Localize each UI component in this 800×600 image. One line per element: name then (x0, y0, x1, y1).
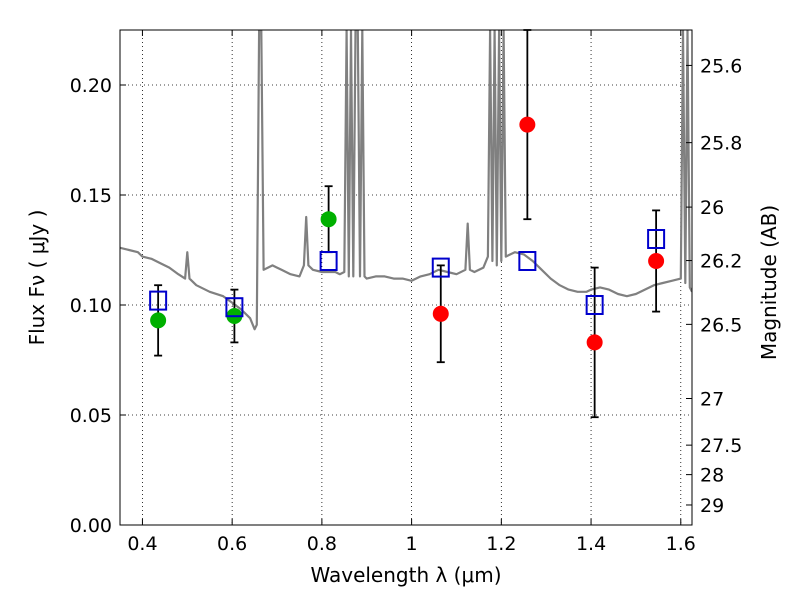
y2-tick-label: 25.6 (700, 55, 742, 77)
spectrum-layer (120, 30, 692, 331)
plot-frame (119, 29, 693, 526)
x-tick-label: 1 (406, 533, 418, 555)
ticks-layer: 0.4 0.6 0.8 1 1.2 1.4 1.6 0.00 0.05 0.10 0.15 0.20 2… (70, 30, 742, 555)
y-tick-label: 0.10 (70, 295, 112, 317)
y2-axis-label: Magnitude (AB) (757, 205, 781, 360)
y2-tick-label: 28 (700, 465, 724, 487)
red-data-point (519, 116, 536, 133)
y-tick-label: 0.05 (70, 405, 112, 427)
x-tick-label: 1.4 (576, 533, 606, 555)
red-data-point (648, 253, 665, 269)
model-square-point (518, 251, 537, 271)
y2-tick-label: 26.2 (700, 251, 742, 273)
model-square-point (225, 297, 244, 318)
model-square-point (585, 295, 604, 315)
y-tick-label: 0.20 (70, 75, 112, 97)
y-tick-label: 0.00 (70, 515, 112, 537)
model-square-point (149, 290, 168, 311)
green-data-point (320, 211, 337, 228)
spectrum-line (120, 30, 692, 331)
y2-tick-label: 27 (700, 389, 724, 411)
y2-tick-label: 27.5 (700, 435, 742, 457)
green-data-point (150, 312, 167, 329)
model-square-point (647, 229, 666, 249)
y2-tick-label: 26 (700, 197, 724, 219)
x-tick-label: 1.2 (486, 533, 516, 555)
y2-tick-label: 26.5 (700, 314, 742, 336)
x-tick-label: 1.6 (666, 533, 696, 555)
marks-layer (149, 29, 666, 419)
red-data-point (432, 305, 449, 322)
x-tick-label: 0.6 (217, 533, 247, 555)
y-axis-label: Flux Fν ( μJy ) (25, 210, 49, 346)
red-data-point (586, 334, 603, 351)
y2-tick-label: 25.8 (700, 133, 742, 155)
x-tick-label: 0.4 (127, 533, 157, 555)
x-axis-label: Wavelength λ (μm) (310, 563, 501, 587)
y2-tick-label: 29 (700, 495, 724, 517)
grid (120, 30, 692, 525)
y-tick-label: 0.15 (70, 185, 112, 207)
model-square-point (431, 257, 450, 278)
model-square-point (319, 251, 338, 271)
x-tick-label: 0.8 (307, 533, 337, 555)
